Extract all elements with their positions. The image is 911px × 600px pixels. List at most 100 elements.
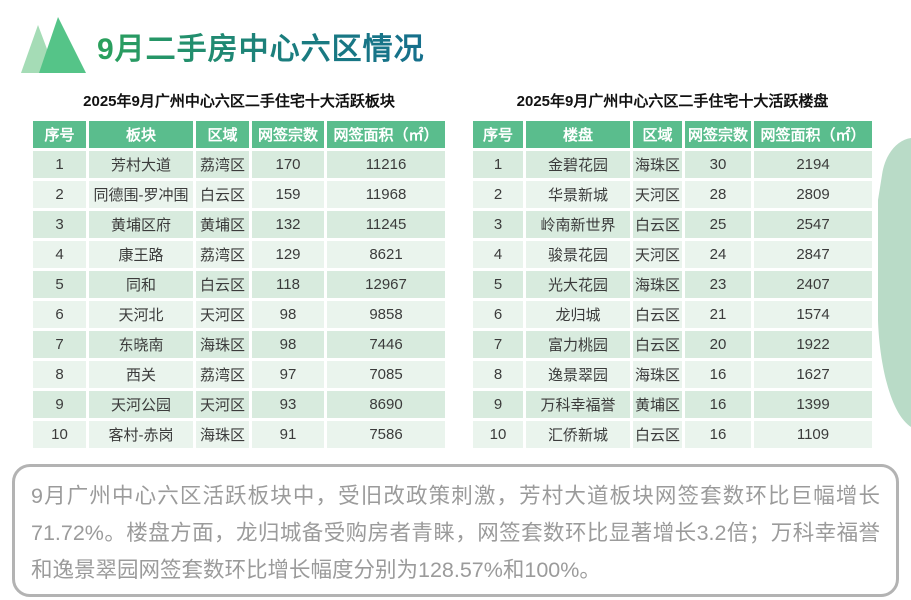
table-cell: 98 [252, 301, 324, 328]
table-cell: 5 [33, 271, 86, 298]
table-cell: 荔湾区 [196, 241, 249, 268]
table-row: 6 天河北 天河区 98 9858 [33, 301, 445, 328]
table-cell: 4 [33, 241, 86, 268]
column-header: 网签宗数 [252, 121, 324, 148]
table-cell: 岭南新世界 [526, 211, 630, 238]
table-row: 9 万科幸福誉 黄埔区 16 1399 [473, 391, 872, 418]
table-row: 2 华景新城 天河区 28 2809 [473, 181, 872, 208]
table-cell: 8 [33, 361, 86, 388]
table-cell: 7 [473, 331, 523, 358]
table-cell: 16 [685, 421, 751, 448]
column-header: 区域 [633, 121, 682, 148]
table-cell: 白云区 [633, 331, 682, 358]
table-cell: 1574 [754, 301, 872, 328]
table-cell: 2809 [754, 181, 872, 208]
table-cell: 1399 [754, 391, 872, 418]
column-header: 序号 [473, 121, 523, 148]
table-row: 8 逸景翠园 海珠区 16 1627 [473, 361, 872, 388]
table-cell: 荔湾区 [196, 151, 249, 178]
table-header-row: 序号 楼盘 区域 网签宗数 网签面积（㎡） [473, 121, 872, 148]
table-row: 5 光大花园 海珠区 23 2407 [473, 271, 872, 298]
mountain-logo-icon [21, 17, 86, 73]
table-cell: 7446 [327, 331, 445, 358]
table-cell: 逸景翠园 [526, 361, 630, 388]
table-cell: 2407 [754, 271, 872, 298]
table-cell: 海珠区 [633, 151, 682, 178]
column-header: 网签面积（㎡） [327, 121, 445, 148]
table-cell: 93 [252, 391, 324, 418]
table-cell: 白云区 [633, 421, 682, 448]
table-cell: 170 [252, 151, 324, 178]
table-cell: 海珠区 [633, 361, 682, 388]
table-cell: 天河区 [633, 181, 682, 208]
active-blocks-table-section: 2025年9月广州中心六区二手住宅十大活跃板块 序号 板块 区域 网签宗数 网签面积（㎡… [30, 90, 448, 451]
table-row: 10 客村-赤岗 海珠区 91 7586 [33, 421, 445, 448]
table-cell: 21 [685, 301, 751, 328]
table-cell: 11968 [327, 181, 445, 208]
table-cell: 金碧花园 [526, 151, 630, 178]
table-cell: 1109 [754, 421, 872, 448]
active-blocks-table: 序号 板块 区域 网签宗数 网签面积（㎡） 1 芳村大道 荔湾区 170 11216 2 同德围-罗冲… [30, 118, 448, 451]
table-cell: 11245 [327, 211, 445, 238]
table-row: 5 同和 白云区 118 12967 [33, 271, 445, 298]
table-cell: 黄埔区府 [89, 211, 193, 238]
table-cell: 7085 [327, 361, 445, 388]
table-cell: 2 [33, 181, 86, 208]
table-row: 10 汇侨新城 白云区 16 1109 [473, 421, 872, 448]
column-header: 区域 [196, 121, 249, 148]
column-header: 板块 [89, 121, 193, 148]
table-cell: 白云区 [633, 211, 682, 238]
table-cell: 8 [473, 361, 523, 388]
table-cell: 2547 [754, 211, 872, 238]
table-cell: 7586 [327, 421, 445, 448]
table-cell: 16 [685, 361, 751, 388]
column-header: 楼盘 [526, 121, 630, 148]
table-cell: 1 [33, 151, 86, 178]
table-cell: 30 [685, 151, 751, 178]
table-cell: 8690 [327, 391, 445, 418]
table-header-row: 序号 板块 区域 网签宗数 网签面积（㎡） [33, 121, 445, 148]
table-cell: 159 [252, 181, 324, 208]
table-cell: 白云区 [196, 181, 249, 208]
table-cell: 24 [685, 241, 751, 268]
table-cell: 9858 [327, 301, 445, 328]
table-cell: 98 [252, 331, 324, 358]
table-row: 4 骏景花园 天河区 24 2847 [473, 241, 872, 268]
table-cell: 132 [252, 211, 324, 238]
table-cell: 万科幸福誉 [526, 391, 630, 418]
table-cell: 汇侨新城 [526, 421, 630, 448]
table-row: 9 天河公园 天河区 93 8690 [33, 391, 445, 418]
table-cell: 7 [33, 331, 86, 358]
table-cell: 黄埔区 [196, 211, 249, 238]
column-header: 网签宗数 [685, 121, 751, 148]
table-cell: 3 [473, 211, 523, 238]
table-row: 4 康王路 荔湾区 129 8621 [33, 241, 445, 268]
table-cell: 4 [473, 241, 523, 268]
table-row: 8 西关 荔湾区 97 7085 [33, 361, 445, 388]
active-estates-table: 序号 楼盘 区域 网签宗数 网签面积（㎡） 1 金碧花园 海珠区 30 2194 2 华景新城 天河区 2… [470, 118, 875, 451]
table-cell: 客村-赤岗 [89, 421, 193, 448]
table-cell: 25 [685, 211, 751, 238]
table-cell: 骏景花园 [526, 241, 630, 268]
table-cell: 11216 [327, 151, 445, 178]
table-cell: 海珠区 [196, 331, 249, 358]
table-cell: 天河区 [196, 391, 249, 418]
active-estates-table-section: 2025年9月广州中心六区二手住宅十大活跃楼盘 序号 楼盘 区域 网签宗数 网签面积（㎡… [470, 90, 875, 451]
table-row: 6 龙归城 白云区 21 1574 [473, 301, 872, 328]
table-cell: 天河公园 [89, 391, 193, 418]
table-row: 7 东晓南 海珠区 98 7446 [33, 331, 445, 358]
table-cell: 白云区 [196, 271, 249, 298]
table-cell: 富力桃园 [526, 331, 630, 358]
table-cell: 8621 [327, 241, 445, 268]
table-cell: 23 [685, 271, 751, 298]
table-cell: 3 [33, 211, 86, 238]
table-row: 1 金碧花园 海珠区 30 2194 [473, 151, 872, 178]
table-cell: 黄埔区 [633, 391, 682, 418]
table-cell: 5 [473, 271, 523, 298]
table-cell: 东晓南 [89, 331, 193, 358]
table-cell: 龙归城 [526, 301, 630, 328]
table-cell: 6 [473, 301, 523, 328]
table-cell: 97 [252, 361, 324, 388]
summary-text: 9月广州中心六区活跃板块中，受旧改政策刺激，芳村大道板块网签套数环比巨幅增长71… [31, 484, 880, 582]
